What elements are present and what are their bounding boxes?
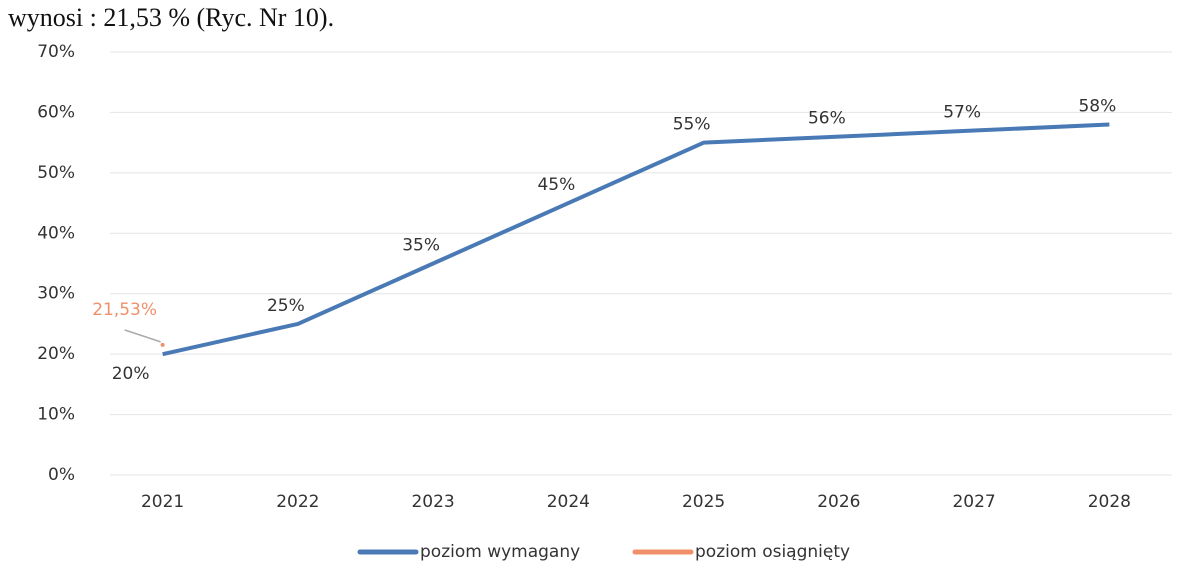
x-tick-label: 2027 bbox=[952, 492, 995, 512]
data-label: 35% bbox=[402, 236, 440, 256]
y-tick-label: 50% bbox=[37, 163, 75, 183]
line-series bbox=[162, 122, 1110, 357]
data-label: 56% bbox=[808, 109, 846, 129]
y-tick-label: 0% bbox=[48, 465, 75, 485]
x-tick-label: 2023 bbox=[411, 492, 454, 512]
legend-label: poziom osiągnięty bbox=[695, 542, 850, 562]
data-label: 57% bbox=[943, 103, 981, 123]
x-tick-label: 2025 bbox=[682, 492, 725, 512]
y-tick-label: 30% bbox=[37, 284, 75, 304]
y-tick-label: 40% bbox=[37, 223, 75, 243]
legend-label: poziom wymagany bbox=[420, 542, 580, 562]
x-tick-label: 2024 bbox=[547, 492, 590, 512]
x-tick-label: 2021 bbox=[141, 492, 184, 512]
data-label: 55% bbox=[673, 115, 711, 135]
y-tick-label: 10% bbox=[37, 405, 75, 425]
data-label: 20% bbox=[112, 364, 150, 384]
data-label: 21,53% bbox=[92, 300, 157, 320]
x-tick-label: 2026 bbox=[817, 492, 860, 512]
y-tick-label: 70% bbox=[37, 42, 75, 62]
x-tick-label: 2022 bbox=[276, 492, 319, 512]
point bbox=[160, 342, 165, 347]
x-tick-label: 2028 bbox=[1088, 492, 1131, 512]
context-text: wynosi : 21,53 % (Ryc. Nr 10). bbox=[8, 3, 334, 32]
data-label: 45% bbox=[537, 175, 575, 195]
data-label: 25% bbox=[267, 296, 305, 316]
y-tick-label: 20% bbox=[37, 344, 75, 364]
data-label: 58% bbox=[1078, 97, 1116, 117]
y-tick-label: 60% bbox=[37, 102, 75, 122]
leader-line bbox=[124, 329, 161, 343]
